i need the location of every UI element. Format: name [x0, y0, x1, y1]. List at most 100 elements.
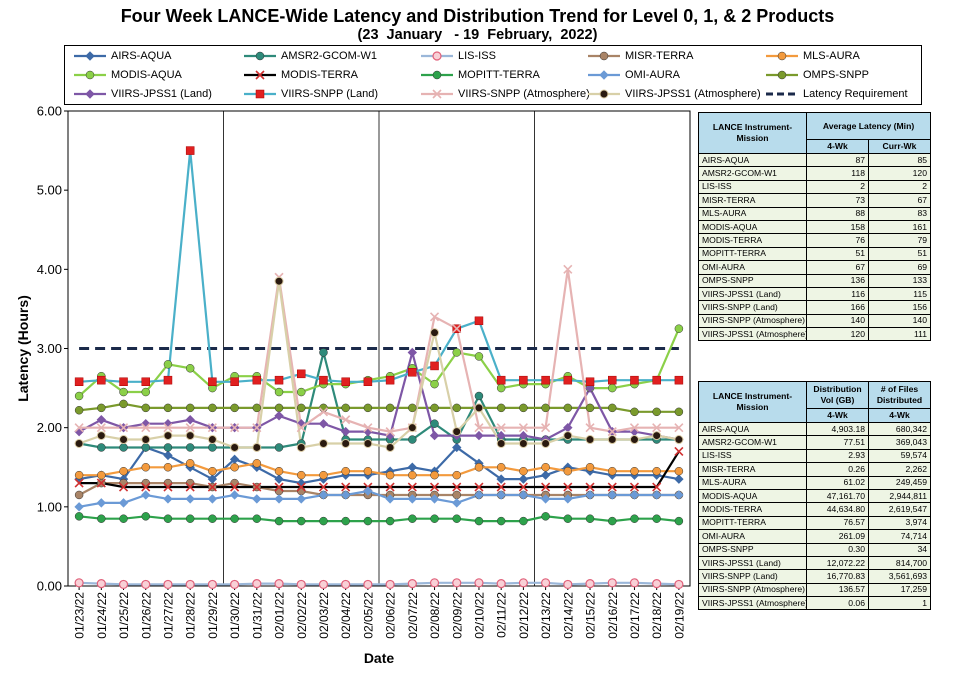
point-lis-iss	[452, 578, 462, 588]
y-tick-label: 4.00	[37, 262, 62, 277]
point-modis-aqua	[608, 383, 617, 393]
point-lis-iss	[363, 579, 373, 590]
table-cell-value: 44,634.80	[806, 502, 869, 517]
table-cell-value: 85	[868, 152, 931, 168]
point-omi-aura	[385, 494, 395, 504]
point-omps-snpp	[519, 403, 528, 413]
point-mls-aura	[252, 459, 262, 468]
point-viirs-snpp-atmosphere	[674, 423, 684, 433]
point-viirs-snpp-land	[430, 361, 439, 371]
point-lis-iss	[318, 579, 329, 590]
point-omi-aura	[340, 490, 351, 500]
point-lis-iss	[141, 579, 151, 590]
table-cell-instrument: MLS-AURA	[698, 206, 807, 221]
point-modis-aqua	[163, 360, 173, 369]
point-modis-terra	[474, 482, 484, 492]
point-misr-terra	[141, 478, 150, 488]
point-mopitt-terra	[585, 514, 595, 523]
legend-item-modis-aqua: MODIS-AQUA	[73, 66, 182, 84]
point-mopitt-terra	[474, 516, 484, 526]
legend-swatch-marker	[599, 89, 609, 99]
table-cell-value: 166	[806, 300, 869, 315]
point-airs-aqua	[163, 450, 173, 461]
point-mls-aura	[119, 466, 128, 476]
point-omi-aura	[651, 490, 662, 500]
point-lis-iss	[118, 579, 129, 590]
point-amsr2-gcom-w1	[408, 435, 417, 444]
point-viirs-jpss1-atmosphere	[474, 403, 484, 413]
point-viirs-jpss1-land	[185, 415, 195, 425]
point-omps-snpp	[297, 403, 306, 413]
x-tick-label: 02/09/22	[450, 592, 464, 639]
point-omi-aura	[629, 490, 640, 500]
legend-swatch-misr-terra	[588, 51, 620, 61]
point-lis-iss	[518, 578, 528, 588]
point-mopitt-terra	[452, 514, 461, 523]
legend-item-mopitt-terra: MOPITT-TERRA	[420, 66, 540, 84]
point-omi-aura	[407, 494, 418, 504]
point-lis-iss	[185, 579, 195, 590]
table-row: LIS-ISS 2 2	[698, 179, 931, 195]
point-misr-terra	[185, 478, 195, 488]
point-modis-aqua	[74, 391, 84, 401]
legend-swatch-viirs-jpss1-atmosphere	[588, 89, 620, 99]
x-tick-label: 02/14/22	[561, 592, 575, 639]
series-line-viirs-snpp-land	[79, 150, 679, 383]
point-viirs-jpss1-atmosphere	[96, 431, 106, 441]
point-omi-aura	[118, 498, 129, 508]
point-omps-snpp	[585, 403, 595, 413]
table-row: MISR-TERRA 0.26 2,262	[698, 462, 931, 477]
table-cell-instrument: OMI-AURA	[698, 260, 807, 275]
table-cell-value: 120	[868, 166, 931, 181]
table-row: AMSR2-GCOM-W1 77.51 369,043	[698, 435, 931, 450]
point-amsr2-gcom-w1	[274, 443, 284, 452]
legend-swatch-omps-snpp	[766, 70, 798, 80]
latency-table: LANCE Instrument-Mission Average Latency…	[698, 112, 931, 342]
point-viirs-snpp-atmosphere	[141, 423, 151, 433]
point-mls-aura	[674, 466, 684, 476]
point-mopitt-terra	[208, 514, 217, 523]
table-cell-value: 51	[868, 246, 931, 262]
x-tick-label: 02/03/22	[317, 592, 331, 639]
point-misr-terra	[163, 478, 173, 488]
point-mls-aura	[630, 466, 639, 476]
point-omps-snpp	[341, 403, 350, 413]
point-amsr2-gcom-w1	[119, 443, 128, 452]
table-row: MISR-TERRA 73 67	[698, 193, 931, 208]
point-modis-terra	[141, 482, 151, 492]
point-mopitt-terra	[519, 516, 528, 526]
point-lis-iss	[563, 579, 573, 590]
point-viirs-snpp-atmosphere	[252, 423, 262, 433]
point-modis-terra	[629, 482, 640, 492]
point-viirs-jpss1-atmosphere	[496, 439, 506, 448]
point-modis-terra	[185, 482, 195, 492]
table-cell-instrument: OMPS-SNPP	[698, 273, 807, 288]
point-viirs-snpp-land	[563, 375, 573, 385]
point-lis-iss	[163, 579, 173, 590]
point-mopitt-terra	[252, 514, 262, 523]
point-viirs-snpp-land	[585, 377, 595, 386]
table-cell-value: 87	[806, 152, 869, 168]
table-cell-value: 17,259	[868, 582, 931, 598]
point-mls-aura	[519, 466, 528, 476]
chart-title: Four Week LANCE-Wide Latency and Distrib…	[120, 6, 835, 26]
point-mls-aura	[297, 470, 306, 480]
table-cell-instrument: AIRS-AQUA	[698, 421, 807, 437]
legend-item-lis-iss: LIS-ISS	[420, 47, 496, 65]
table-cell-value: 120	[806, 327, 869, 342]
point-modis-terra	[452, 482, 462, 492]
table-row: MLS-AURA 88 83	[698, 206, 931, 221]
point-omps-snpp	[452, 403, 461, 413]
table-cell-value: 133	[868, 273, 931, 288]
table-cell-instrument: VIIRS-SNPP (Atmosphere)	[698, 582, 807, 598]
point-omps-snpp	[674, 407, 684, 417]
table-cell-instrument: MODIS-TERRA	[698, 233, 807, 248]
x-tick-label: 01/30/22	[228, 592, 242, 639]
point-mopitt-terra	[119, 514, 128, 523]
table-cell-value: 2,944,811	[868, 488, 931, 504]
table-cell-value: 118	[806, 166, 869, 181]
table-cell-value: 136	[806, 273, 869, 288]
y-tick-label: 5.00	[37, 183, 62, 198]
legend-label: MLS-AURA	[803, 50, 860, 62]
point-amsr2-gcom-w1	[163, 443, 173, 452]
